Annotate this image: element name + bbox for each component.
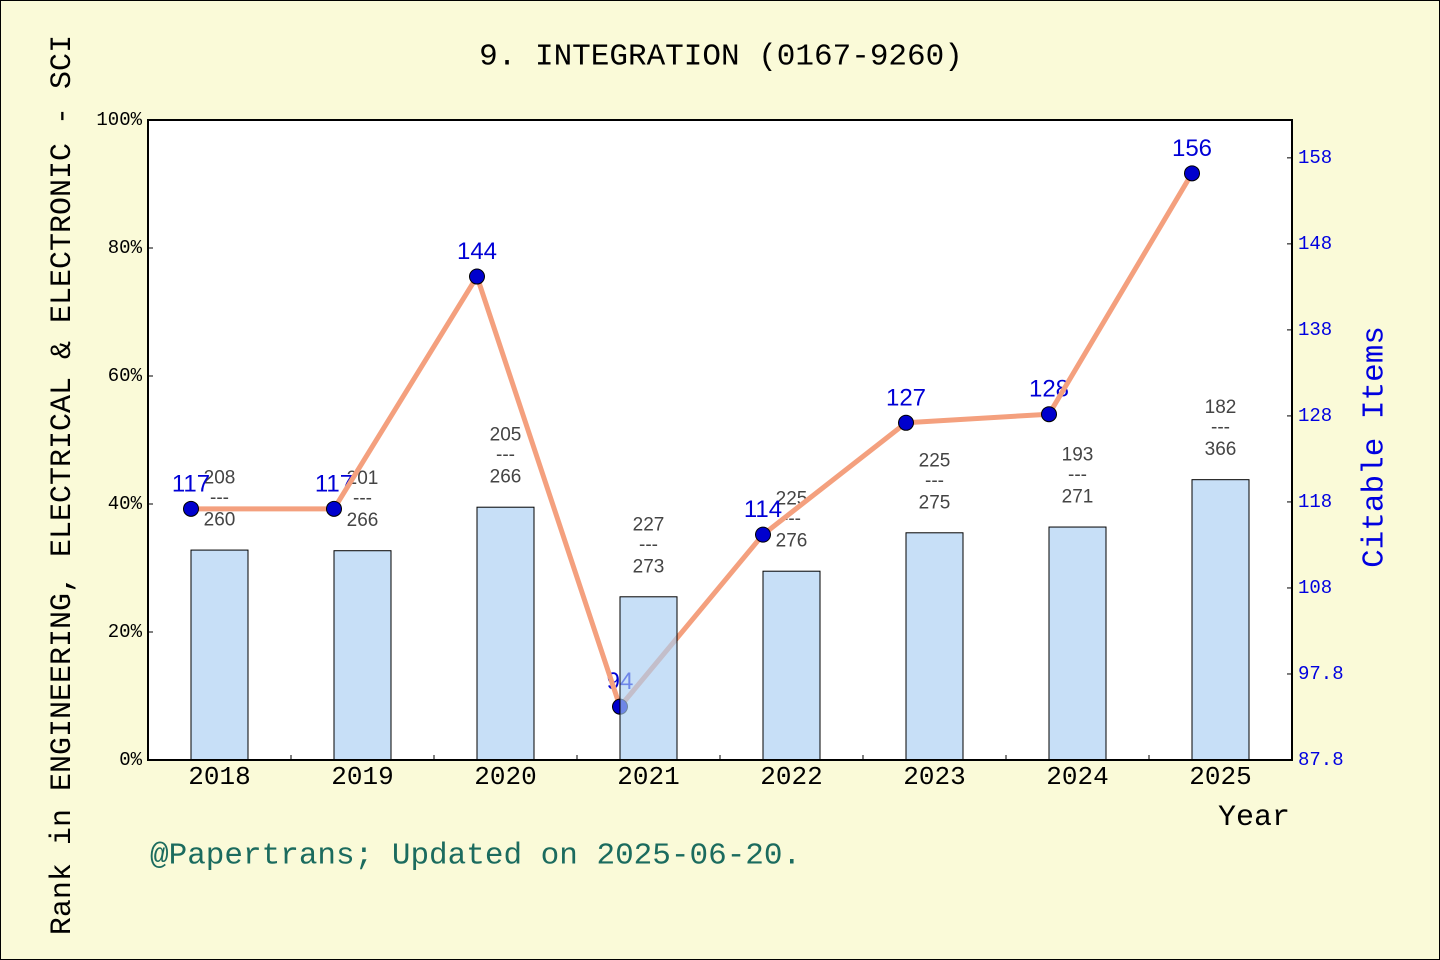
rank-bar <box>1191 479 1250 761</box>
y2-tick-label: 158 <box>1298 147 1332 169</box>
y2-tick-label: 97.8 <box>1298 663 1344 685</box>
rank-label-separator: --- <box>925 470 944 491</box>
y-tick-label: 60% <box>108 365 143 387</box>
y2-tick-label: 138 <box>1298 319 1332 341</box>
y2-tick-label: 118 <box>1298 491 1332 513</box>
right-axis-tick-labels: 87.8 97.8 108 118 128 138 148 158 <box>1298 147 1344 771</box>
axis-ticks <box>148 119 1292 761</box>
x-tick-label: 2025 <box>1189 762 1251 792</box>
line-marker <box>469 268 485 285</box>
rank-label-denominator: 266 <box>347 510 379 531</box>
chart-title: 9. INTEGRATION (0167-9260) <box>479 40 963 75</box>
y-tick-label: 0% <box>119 749 142 771</box>
y-tick-label: 20% <box>108 621 143 643</box>
x-tick-label: 2023 <box>903 762 965 792</box>
x-tick-label: 2019 <box>331 762 393 792</box>
rank-label-denominator: 271 <box>1062 487 1094 508</box>
y2-tick-label: 148 <box>1298 233 1332 255</box>
line-marker <box>1184 165 1200 182</box>
x-tick-label: 2020 <box>474 762 536 792</box>
rank-label-separator: --- <box>210 488 229 509</box>
y2-tick-label: 108 <box>1298 577 1332 599</box>
y-tick-label: 80% <box>108 237 143 259</box>
x-tick-label: 2024 <box>1046 762 1108 792</box>
x-axis-tick-labels: 2018 2019 2020 2021 2022 2023 2024 2025 <box>188 762 1251 792</box>
rank-label-numerator: 193 <box>1062 445 1094 466</box>
rank-label-denominator: 276 <box>776 531 808 552</box>
rank-labels: 208---260201---266205---266227---273225-… <box>204 397 1237 577</box>
rank-label-denominator: 275 <box>919 492 951 513</box>
line-value-label: 144 <box>457 238 497 265</box>
rank-bar <box>762 570 821 761</box>
rank-label-numerator: 227 <box>633 514 665 535</box>
y-tick-label: 40% <box>108 493 143 515</box>
x-tick-label: 2018 <box>188 762 250 792</box>
rank-label-numerator: 208 <box>204 468 236 489</box>
rank-bar <box>1048 526 1107 761</box>
plot-area <box>148 120 1292 760</box>
rank-label-separator: --- <box>1068 465 1087 486</box>
line-marker <box>755 526 771 543</box>
line-marker <box>1041 406 1057 423</box>
citable-items-polyline <box>188 170 1195 710</box>
x-tick-label: 2021 <box>617 762 679 792</box>
line-marker <box>326 500 342 517</box>
rank-label-denominator: 266 <box>490 467 522 488</box>
rank-label-separator: --- <box>353 488 372 509</box>
rank-label-denominator: 366 <box>1205 439 1237 460</box>
line-value-label: 127 <box>886 384 926 411</box>
line-markers <box>183 165 1200 715</box>
y2-axis-label: Citable Items <box>1358 326 1393 568</box>
x-tick-label: 2022 <box>760 762 822 792</box>
y2-tick-label: 128 <box>1298 405 1332 427</box>
y-tick-label: 100% <box>96 109 142 131</box>
x-axis-label: Year <box>1218 801 1290 835</box>
rank-bar <box>190 549 249 761</box>
rank-label-separator: --- <box>1211 417 1230 438</box>
citable-items-line <box>188 170 1195 710</box>
y2-tick-label: 87.8 <box>1298 749 1344 771</box>
rank-label-numerator: 225 <box>919 450 951 471</box>
line-value-label: 114 <box>744 496 782 523</box>
rank-label-separator: --- <box>496 445 515 466</box>
rank-bar <box>476 506 535 761</box>
rank-bar <box>905 532 964 761</box>
line-marker <box>898 414 914 431</box>
left-axis-tick-labels: 0% 20% 40% 60% 80% 100% <box>96 109 142 771</box>
line-marker <box>183 500 199 517</box>
rank-bar <box>619 596 678 761</box>
rank-label-denominator: 273 <box>633 556 665 577</box>
rank-label-numerator: 205 <box>490 425 522 446</box>
rank-label-numerator: 182 <box>1205 397 1237 418</box>
line-value-label: 117 <box>172 470 210 497</box>
rank-bar <box>333 550 392 761</box>
line-value-label: 156 <box>1172 135 1212 162</box>
y-axis-label: Rank in ENGINEERING, ELECTRICAL & ELECTR… <box>46 35 80 935</box>
rank-label-denominator: 260 <box>204 510 236 531</box>
footer-credit: @Papertrans; Updated on 2025-06-20. <box>150 839 801 874</box>
rank-label-separator: --- <box>639 534 658 555</box>
